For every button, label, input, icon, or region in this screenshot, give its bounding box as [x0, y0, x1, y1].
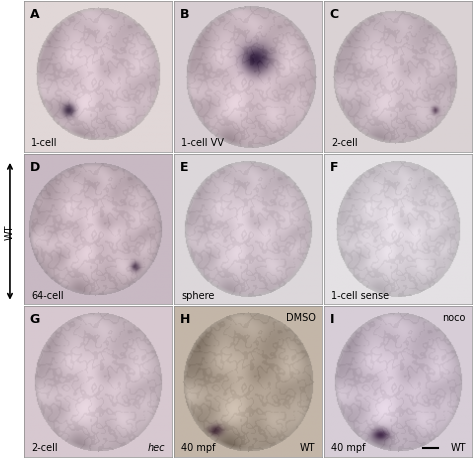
Text: 40 mpf: 40 mpf — [181, 442, 216, 452]
Text: 1-cell VV: 1-cell VV — [181, 138, 224, 148]
Text: 2-cell: 2-cell — [331, 138, 358, 148]
Text: H: H — [180, 313, 190, 326]
Text: I: I — [330, 313, 334, 326]
Text: DMSO: DMSO — [286, 313, 316, 323]
Text: B: B — [180, 8, 189, 21]
Text: sphere: sphere — [181, 290, 215, 300]
Text: 64-cell: 64-cell — [31, 290, 64, 300]
Text: noco: noco — [442, 313, 466, 323]
Text: C: C — [330, 8, 339, 21]
Text: 1-cell sense: 1-cell sense — [331, 290, 389, 300]
Text: F: F — [330, 161, 338, 174]
Text: 40 mpf: 40 mpf — [331, 442, 365, 452]
Text: 2-cell: 2-cell — [31, 442, 58, 452]
Text: D: D — [29, 161, 40, 174]
Text: WT: WT — [450, 442, 466, 452]
Text: WT: WT — [5, 224, 15, 240]
Text: E: E — [180, 161, 188, 174]
Text: G: G — [29, 313, 40, 326]
Text: 1-cell: 1-cell — [31, 138, 58, 148]
Text: A: A — [29, 8, 39, 21]
Text: hec: hec — [148, 442, 165, 452]
Text: WT: WT — [300, 442, 316, 452]
